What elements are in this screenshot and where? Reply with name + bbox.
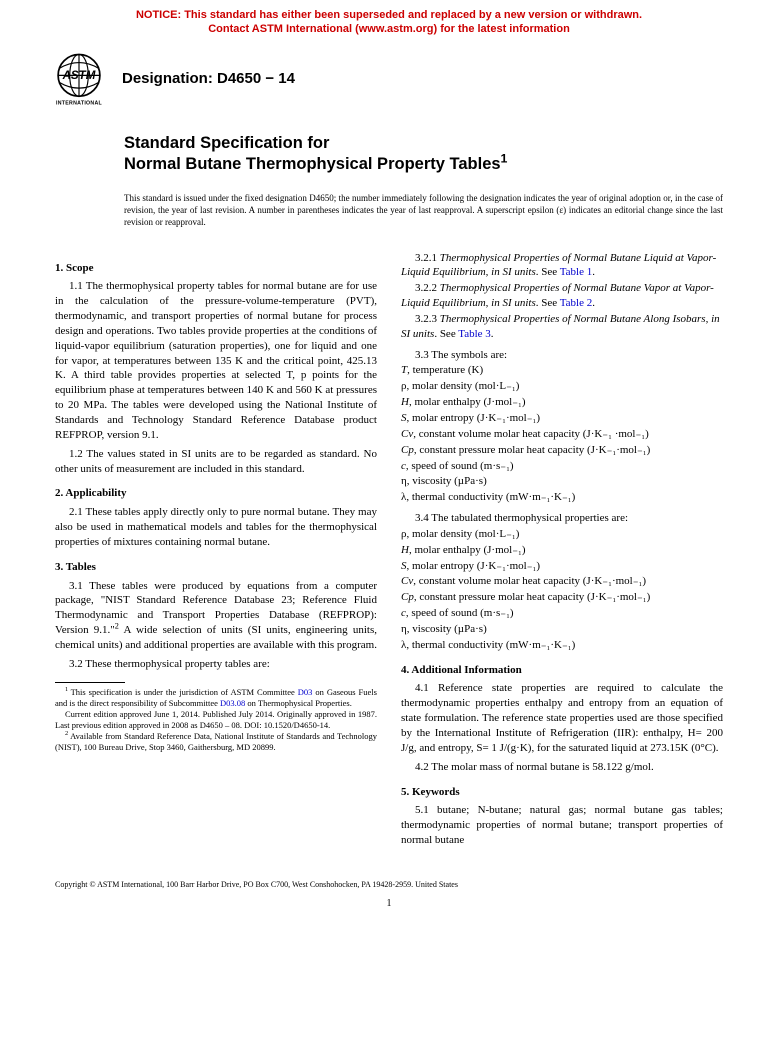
title-super: 1 — [501, 152, 508, 166]
para-3-2-3: 3.2.3 Thermophysical Properties of Norma… — [401, 312, 723, 342]
symbols-intro: 3.3 The symbols are: — [401, 348, 723, 363]
link-d03-08[interactable]: D03.08 — [220, 698, 245, 708]
para-5-1: 5.1 butane; N-butane; natural gas; norma… — [401, 803, 723, 848]
footnote-1d: Current edition approved June 1, 2014. P… — [55, 709, 377, 731]
symbol-desc: , constant pressure molar heat capacity … — [414, 444, 650, 456]
fn1-c: on Thermophysical Properties. — [245, 698, 352, 708]
symbol-desc: , molar density (mol·L₋₁) — [407, 380, 520, 392]
t322-see: . See — [536, 297, 560, 309]
symbol-line: S, molar entropy (J·K₋₁·mol₋₁) — [401, 559, 723, 574]
link-d03[interactable]: D03 — [298, 687, 313, 697]
body-columns: 1. Scope 1.1 The thermophysical property… — [0, 243, 778, 862]
symbol-line: c, speed of sound (m·s₋₁) — [401, 459, 723, 474]
symbol-desc: , molar density (mol·L₋₁) — [407, 528, 520, 540]
tabulated-list: ρ, molar density (mol·L₋₁)H, molar entha… — [401, 527, 723, 653]
scope-heading: 1. Scope — [55, 261, 377, 276]
symbol: H — [401, 396, 409, 408]
copyright-line: Copyright © ASTM International, 100 Barr… — [0, 862, 778, 893]
link-table-2[interactable]: Table 2 — [560, 297, 593, 309]
symbol-desc: , viscosity (µPa·s) — [407, 475, 487, 487]
symbol: Cp — [401, 444, 414, 456]
link-table-3[interactable]: Table 3 — [458, 328, 491, 340]
fn1-a: This specification is under the jurisdic… — [71, 687, 298, 697]
symbol-desc: , speed of sound (m·s₋₁) — [406, 607, 514, 619]
para-3-2-1: 3.2.1 Thermophysical Properties of Norma… — [401, 251, 723, 281]
t322-num: 3.2.2 — [415, 282, 440, 294]
t323-see: . See — [434, 328, 458, 340]
footnote-1: 1 This specification is under the jurisd… — [55, 687, 377, 709]
symbol-line: ρ, molar density (mol·L₋₁) — [401, 527, 723, 542]
symbol: H — [401, 544, 409, 556]
title-line1: Standard Specification for — [124, 134, 329, 152]
symbol-desc: , constant pressure molar heat capacity … — [414, 591, 650, 603]
keywords-heading: 5. Keywords — [401, 785, 723, 800]
fn2-text: Available from Standard Reference Data, … — [55, 731, 377, 752]
symbol-line: λ, thermal conductivity (mW·m₋₁·K₋₁) — [401, 490, 723, 505]
symbol-line: Cp, constant pressure molar heat capacit… — [401, 590, 723, 605]
notice-banner: NOTICE: This standard has either been su… — [0, 0, 778, 41]
left-column: 1. Scope 1.1 The thermophysical property… — [55, 251, 377, 852]
symbol: Cv — [401, 428, 413, 440]
page-number: 1 — [0, 893, 778, 925]
title-line2: Normal Butane Thermophysical Property Ta… — [124, 155, 501, 173]
para-1-2: 1.2 The values stated in SI units are to… — [55, 447, 377, 477]
t323-num: 3.2.3 — [415, 313, 440, 325]
symbol-desc: , constant volume molar heat capacity (J… — [413, 428, 649, 440]
symbol-desc: , thermal conductivity (mW·m₋₁·K₋₁) — [406, 639, 575, 651]
para-1-1: 1.1 The thermophysical property tables f… — [55, 279, 377, 442]
footnote-2: 2 Available from Standard Reference Data… — [55, 731, 377, 753]
symbol: Cp — [401, 591, 414, 603]
para-4-1: 4.1 Reference state properties are requi… — [401, 681, 723, 755]
t321-see: . See — [536, 266, 560, 278]
notice-line2: Contact ASTM International (www.astm.org… — [208, 23, 570, 35]
svg-text:ASTM: ASTM — [62, 68, 96, 81]
symbol-line: η, viscosity (µPa·s) — [401, 622, 723, 637]
link-table-1[interactable]: Table 1 — [560, 266, 593, 278]
para-4-2: 4.2 The molar mass of normal butane is 5… — [401, 760, 723, 775]
symbol-line: H, molar enthalpy (J·mol₋₁) — [401, 395, 723, 410]
tables-heading: 3. Tables — [55, 560, 377, 575]
symbol-desc: , molar enthalpy (J·mol₋₁) — [409, 396, 526, 408]
title-block: Standard Specification for Normal Butane… — [0, 109, 778, 184]
applicability-heading: 2. Applicability — [55, 486, 377, 501]
symbol-line: T, temperature (K) — [401, 363, 723, 378]
standard-title: Standard Specification for Normal Butane… — [124, 133, 723, 176]
t321-num: 3.2.1 — [415, 252, 440, 264]
symbol-desc: , molar entropy (J·K₋₁·mol₋₁) — [407, 560, 541, 572]
designation: Designation: D4650 − 14 — [122, 69, 295, 89]
header-row: ASTM INTERNATIONAL Designation: D4650 − … — [0, 41, 778, 109]
symbols-list: T, temperature (K)ρ, molar density (mol·… — [401, 363, 723, 505]
right-column: 3.2.1 Thermophysical Properties of Norma… — [401, 251, 723, 852]
notice-line1: NOTICE: This standard has either been su… — [136, 9, 642, 21]
symbol-desc: , molar enthalpy (J·mol₋₁) — [409, 544, 526, 556]
symbol-line: Cv, constant volume molar heat capacity … — [401, 427, 723, 442]
issuance-note: This standard is issued under the fixed … — [0, 183, 778, 242]
symbol-desc: , molar entropy (J·K₋₁·mol₋₁) — [407, 412, 541, 424]
symbol-line: H, molar enthalpy (J·mol₋₁) — [401, 543, 723, 558]
symbol-desc: , speed of sound (m·s₋₁) — [406, 460, 514, 472]
symbol-line: ρ, molar density (mol·L₋₁) — [401, 379, 723, 394]
additional-heading: 4. Additional Information — [401, 663, 723, 678]
symbol-desc: , viscosity (µPa·s) — [407, 623, 487, 635]
symbol-line: Cv, constant volume molar heat capacity … — [401, 574, 723, 589]
para-3-1: 3.1 These tables were produced by equati… — [55, 579, 377, 653]
para-2-1: 2.1 These tables apply directly only to … — [55, 505, 377, 550]
svg-text:INTERNATIONAL: INTERNATIONAL — [56, 100, 103, 106]
symbol-line: S, molar entropy (J·K₋₁·mol₋₁) — [401, 411, 723, 426]
symbol: Cv — [401, 575, 413, 587]
astm-logo: ASTM INTERNATIONAL — [50, 51, 108, 109]
symbol-line: Cp, constant pressure molar heat capacit… — [401, 443, 723, 458]
symbol-desc: , thermal conductivity (mW·m₋₁·K₋₁) — [406, 491, 575, 503]
footnote-rule — [55, 682, 125, 683]
para-3-2-2: 3.2.2 Thermophysical Properties of Norma… — [401, 281, 723, 311]
para-3-2: 3.2 These thermophysical property tables… — [55, 657, 377, 672]
symbol-desc: , temperature (K) — [407, 364, 483, 376]
symbol-line: η, viscosity (µPa·s) — [401, 474, 723, 489]
symbol-desc: , constant volume molar heat capacity (J… — [413, 575, 646, 587]
symbol-line: c, speed of sound (m·s₋₁) — [401, 606, 723, 621]
tabulated-intro: 3.4 The tabulated thermophysical propert… — [401, 511, 723, 526]
symbol-line: λ, thermal conductivity (mW·m₋₁·K₋₁) — [401, 638, 723, 653]
